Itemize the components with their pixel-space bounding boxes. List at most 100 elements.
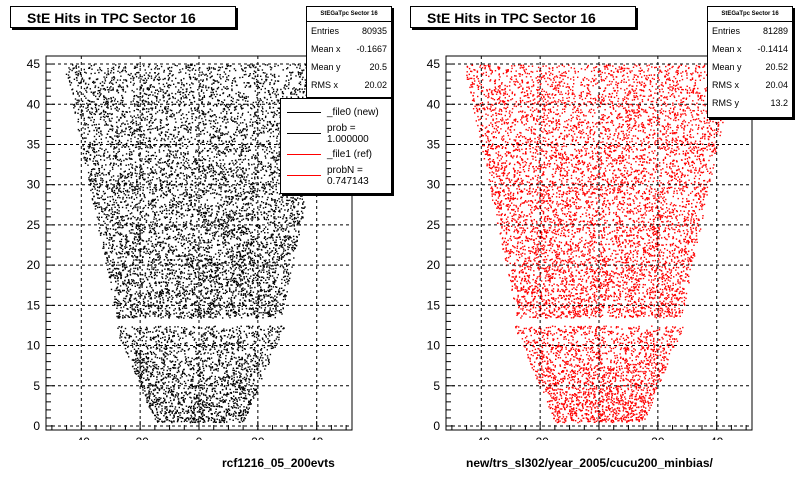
hit-point [278, 233, 280, 235]
hit-point [229, 290, 231, 292]
hit-point [243, 363, 245, 365]
hit-point [209, 157, 211, 160]
hit-point [247, 363, 250, 365]
hit-point [120, 240, 122, 243]
hit-point [152, 249, 154, 252]
hit-point [190, 283, 192, 285]
hit-point [137, 114, 139, 116]
hit-point [174, 356, 176, 358]
hit-point [214, 387, 216, 390]
hit-point [170, 367, 172, 370]
hit-point [236, 326, 238, 328]
hit-point [272, 172, 274, 174]
hit-point [148, 139, 151, 142]
hit-point [295, 88, 297, 90]
hit-point [231, 327, 234, 329]
hit-point [268, 140, 270, 142]
hit-point [115, 180, 117, 182]
hit-point [166, 233, 168, 235]
hit-point [220, 167, 223, 170]
hit-point [158, 90, 160, 93]
hit-point [155, 235, 158, 237]
hit-point [202, 376, 204, 379]
hit-point [276, 250, 278, 253]
hit-point [252, 279, 255, 282]
hit-point [183, 327, 186, 329]
hit-point [245, 397, 247, 399]
hit-point [141, 286, 143, 288]
hit-point [252, 312, 255, 314]
hit-point [118, 315, 120, 317]
hit-point [98, 206, 101, 208]
hit-point [159, 99, 161, 101]
hit-point [172, 335, 174, 338]
hit-point [151, 193, 154, 195]
hit-point [150, 84, 152, 86]
hit-point [194, 402, 197, 404]
hit-point [135, 124, 138, 126]
hit-point [277, 107, 279, 109]
hit-point [209, 367, 212, 369]
hit-point [162, 265, 164, 267]
hit-point [120, 276, 122, 278]
hit-point [196, 191, 199, 193]
hit-point [207, 377, 209, 380]
hit-point [184, 152, 187, 155]
hit-point [104, 121, 107, 123]
hit-point [227, 232, 229, 234]
hit-point [259, 374, 262, 376]
hit-point [249, 291, 252, 293]
hit-point [133, 270, 135, 272]
hit-point [190, 330, 192, 333]
hit-point [224, 255, 226, 257]
hit-point [165, 326, 168, 329]
hit-point [123, 159, 125, 162]
hit-point [236, 400, 238, 402]
hit-point [218, 312, 220, 314]
hit-point [221, 101, 223, 103]
hit-point [167, 297, 169, 299]
hit-point [210, 95, 212, 98]
hit-point [132, 256, 134, 258]
hit-point [274, 65, 276, 67]
hit-point [286, 199, 288, 201]
hit-point [225, 387, 227, 389]
hit-point [225, 269, 227, 271]
hit-point [223, 229, 225, 231]
hit-point [249, 277, 251, 279]
hit-point [91, 198, 94, 200]
hit-point [89, 112, 91, 115]
hit-point [126, 251, 129, 253]
hit-point [169, 203, 171, 206]
hit-point [178, 91, 181, 93]
hit-point [228, 94, 231, 96]
hit-point [263, 132, 265, 134]
hit-point [140, 365, 143, 368]
hit-point [268, 272, 271, 274]
hit-point [239, 362, 241, 365]
hit-point [202, 165, 205, 167]
hit-point [193, 241, 195, 243]
hit-point [224, 220, 226, 223]
hit-point [284, 244, 286, 247]
hit-point [156, 220, 158, 222]
hit-point [122, 248, 124, 251]
hit-point [164, 288, 166, 290]
hit-point [131, 174, 133, 176]
hit-point [286, 75, 288, 77]
hit-point [223, 410, 226, 413]
hit-point [201, 401, 204, 404]
hit-point [267, 162, 270, 164]
hit-point [164, 401, 167, 404]
hit-point [113, 201, 115, 204]
hit-point [241, 96, 243, 98]
hit-point [277, 229, 279, 231]
hit-point [149, 229, 152, 232]
hit-point [225, 195, 227, 197]
hit-point [244, 411, 247, 414]
hit-point [182, 311, 184, 313]
hit-point [141, 100, 143, 102]
hit-point [288, 273, 290, 276]
hit-point [124, 297, 127, 300]
hit-point [215, 415, 218, 417]
